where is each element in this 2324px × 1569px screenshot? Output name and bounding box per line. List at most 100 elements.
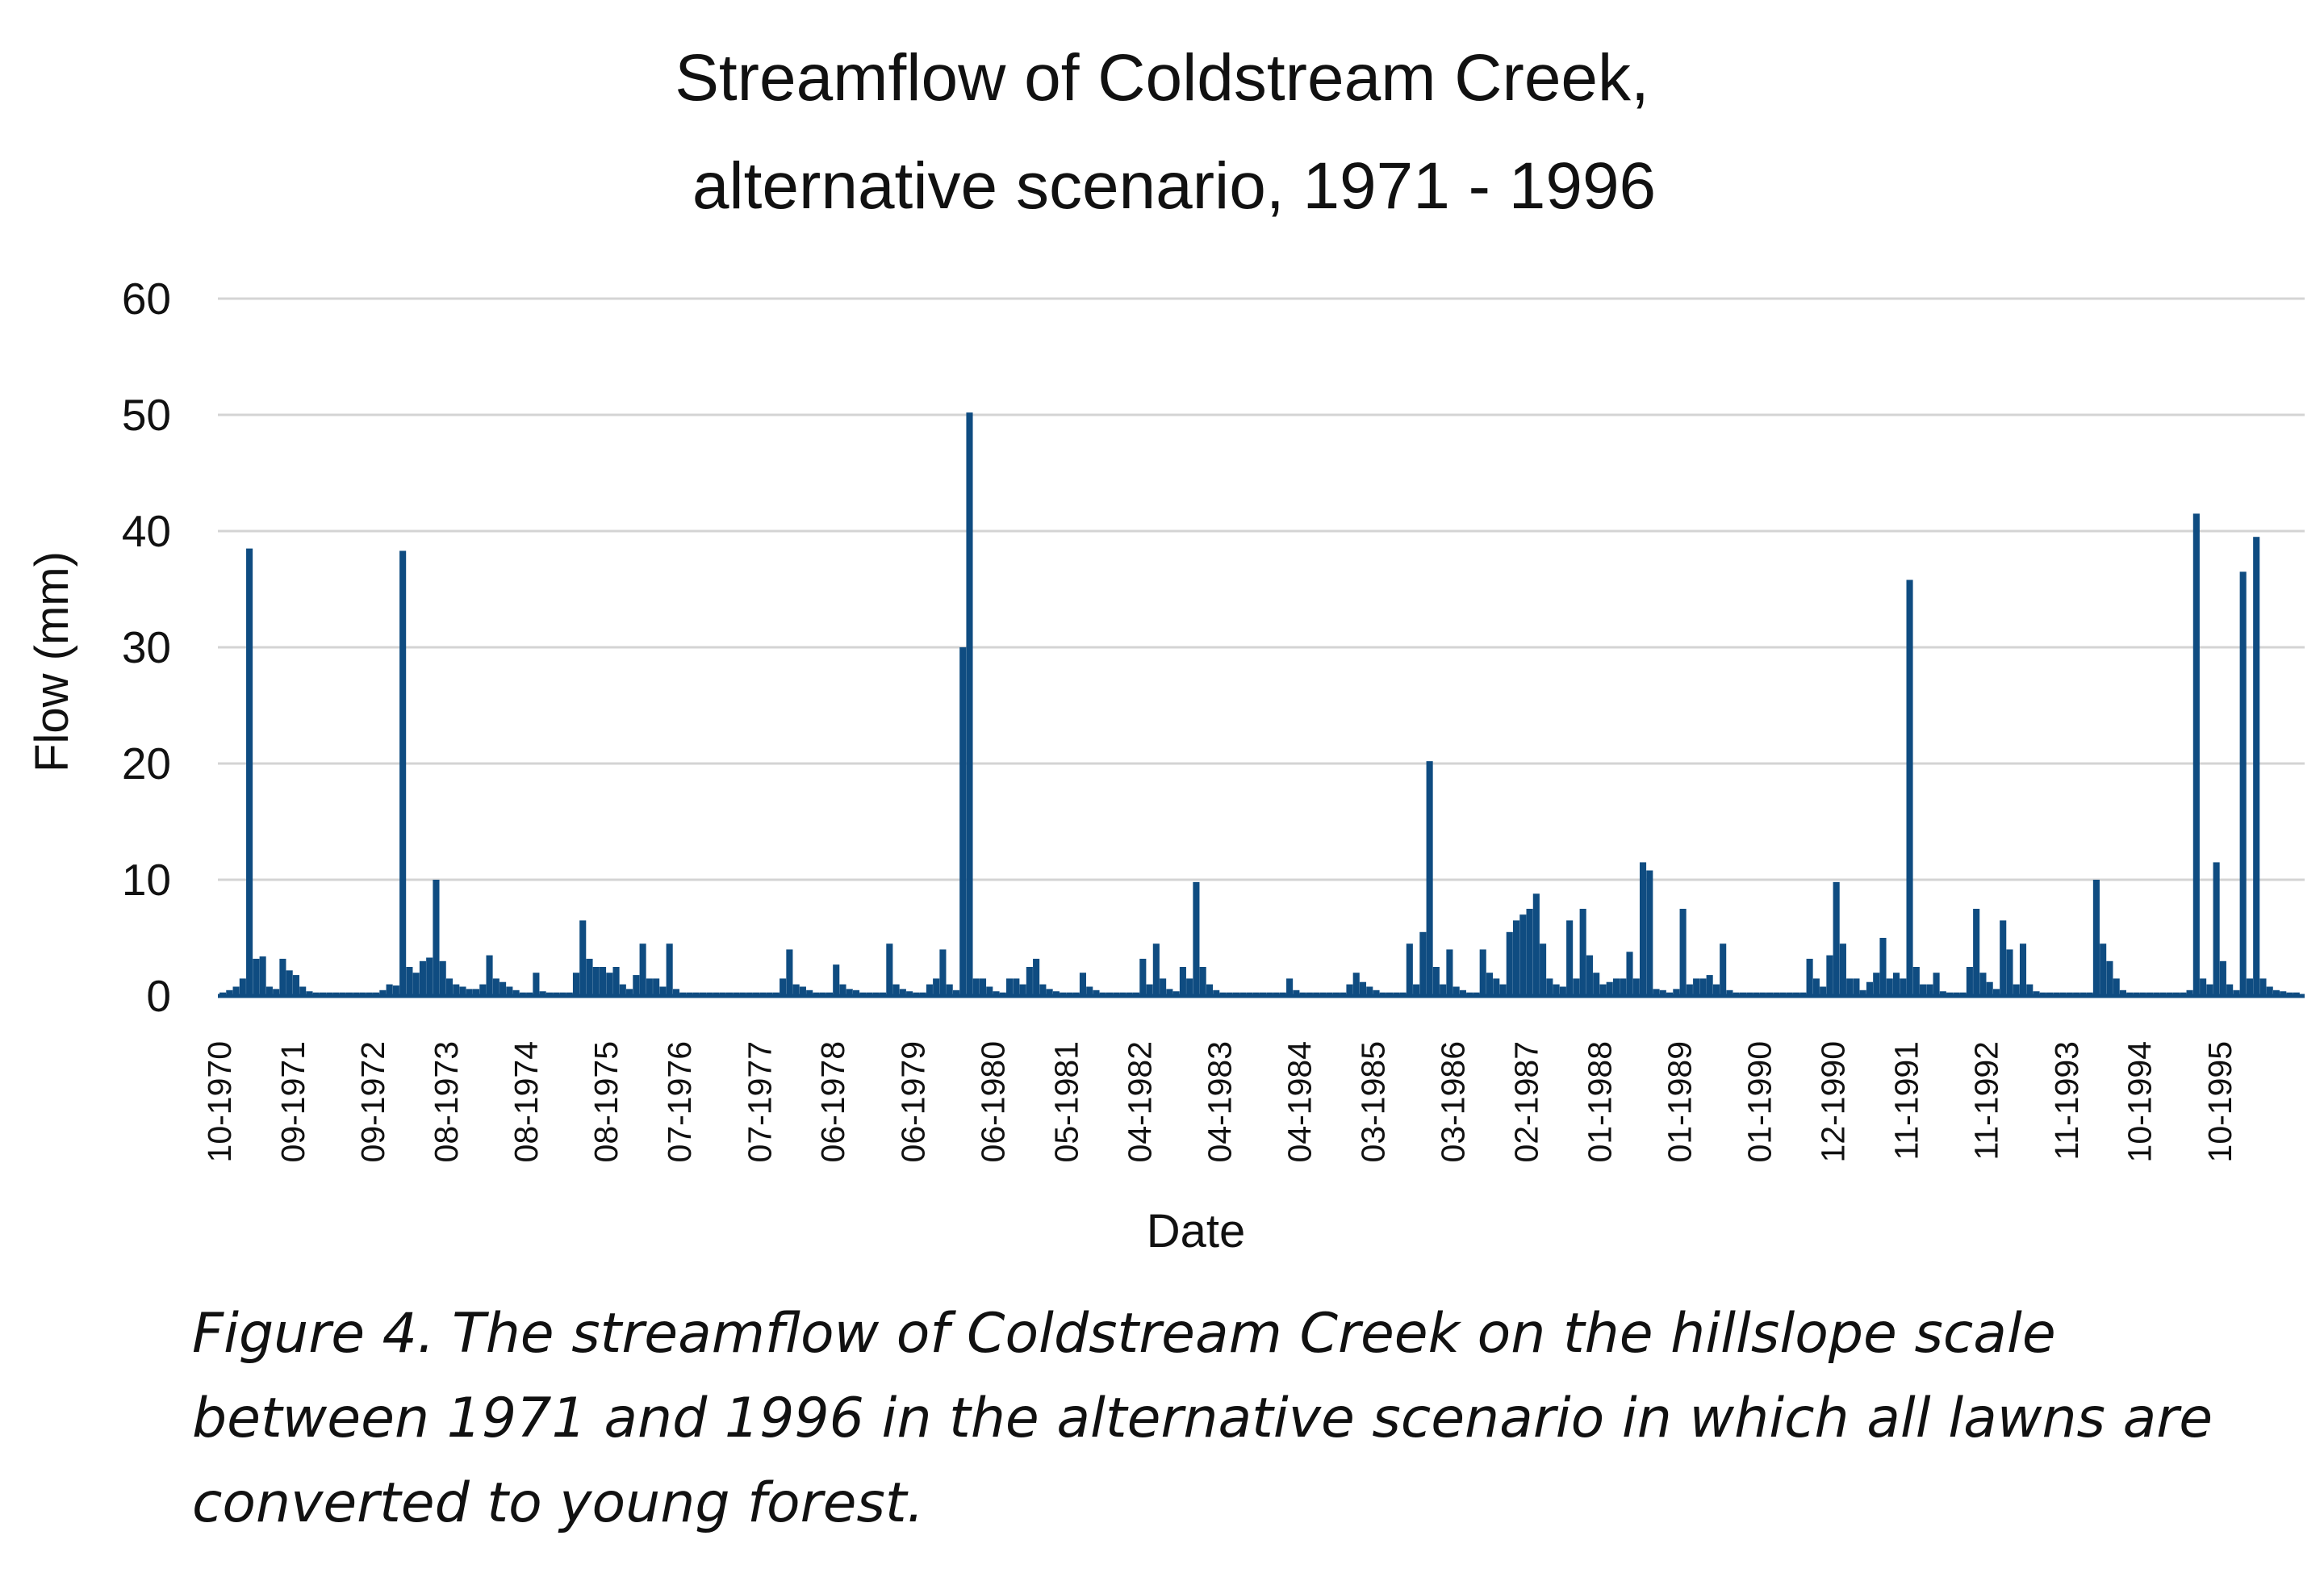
y-tick-label: 40 xyxy=(122,506,171,556)
bar-1987-08 xyxy=(1566,920,1574,996)
bar-1971-07 xyxy=(279,958,286,996)
bar-1984-12 xyxy=(1352,973,1360,996)
bar-1970-12 xyxy=(232,986,240,996)
bar-1994-04 xyxy=(2100,943,2107,996)
bar-1984-02 xyxy=(1286,978,1294,996)
bar-1973-06 xyxy=(433,880,440,996)
y-tick-label: 60 xyxy=(122,274,171,324)
bar-1979-10 xyxy=(939,949,947,996)
bar-1971-08 xyxy=(286,970,293,996)
bar-1995-06 xyxy=(2192,513,2200,996)
bar-1979-11 xyxy=(946,984,953,996)
bar-1975-10 xyxy=(619,984,626,996)
bar-1989-03 xyxy=(1693,978,1700,996)
x-tick-label: 05-1981 xyxy=(1047,1041,1085,1162)
bar-1981-07 xyxy=(1079,973,1086,996)
bar-1996-01 xyxy=(2239,571,2247,996)
bar-1985-11 xyxy=(1426,761,1433,996)
bar-1983-01 xyxy=(1199,967,1206,996)
x-axis-label: Date xyxy=(1147,1205,1246,1257)
bar-1979-03 xyxy=(892,984,900,996)
bar-1976-02 xyxy=(646,978,653,996)
bar-1979-08 xyxy=(926,984,933,996)
bar-1994-07 xyxy=(2119,990,2126,996)
bar-1992-03 xyxy=(1933,973,1940,996)
bar-1995-12 xyxy=(2233,990,2240,996)
bar-1986-03 xyxy=(1452,986,1460,996)
bar-1974-05 xyxy=(506,986,513,996)
x-tick-label: 03-1986 xyxy=(1435,1041,1472,1162)
bar-1988-12 xyxy=(1673,989,1680,996)
bar-1975-03 xyxy=(572,973,580,996)
x-tick-label: 09-1971 xyxy=(274,1041,311,1162)
bar-1992-08 xyxy=(1966,967,1973,996)
y-tick-label: 50 xyxy=(122,390,171,440)
bar-1971-04 xyxy=(259,956,266,996)
bar-1988-02 xyxy=(1606,981,1613,996)
bar-1986-02 xyxy=(1446,949,1453,996)
bar-1996-05 xyxy=(2266,986,2273,996)
bar-1980-05 xyxy=(986,986,993,996)
x-tick-label: 07-1976 xyxy=(661,1041,698,1162)
bar-1988-05 xyxy=(1626,952,1633,996)
bar-1995-08 xyxy=(2206,984,2213,996)
bar-1971-10 xyxy=(299,986,307,996)
bar-1974-04 xyxy=(499,981,507,996)
bar-1989-08 xyxy=(1726,990,1733,996)
figure-caption: Figure 4. The streamflow of Coldstream C… xyxy=(192,1302,2213,1535)
x-tick-label: 02-1987 xyxy=(1508,1041,1545,1162)
bar-1987-05 xyxy=(1546,978,1553,996)
x-tick-label: 06-1980 xyxy=(974,1041,1011,1162)
bar-1979-04 xyxy=(899,989,906,996)
x-tick-label: 12-1990 xyxy=(1815,1041,1852,1162)
bar-1979-12 xyxy=(952,990,960,996)
x-tick-label: 07-1977 xyxy=(741,1041,778,1162)
bar-1996-04 xyxy=(2259,978,2267,996)
bar-1971-11 xyxy=(306,991,313,996)
bar-1987-10 xyxy=(1579,909,1586,996)
bar-1973-09 xyxy=(453,984,460,996)
bar-1981-09 xyxy=(1093,990,1100,996)
bar-1972-12 xyxy=(392,985,399,996)
bar-1973-05 xyxy=(426,957,433,996)
bar-1986-09 xyxy=(1493,978,1500,996)
bar-1992-11 xyxy=(1986,981,1993,996)
bar-1978-09 xyxy=(852,990,860,996)
bar-1975-06 xyxy=(592,967,600,996)
bar-1982-07 xyxy=(1160,978,1167,996)
bar-1991-08 xyxy=(1886,978,1893,996)
bar-1979-02 xyxy=(886,943,893,996)
bar-1986-01 xyxy=(1440,984,1447,996)
bar-1973-04 xyxy=(419,960,426,996)
bar-1986-04 xyxy=(1459,990,1466,996)
bar-1973-08 xyxy=(445,978,454,996)
bar-1974-01 xyxy=(479,984,487,996)
bar-1980-02 xyxy=(966,412,973,996)
bar-1974-10 xyxy=(539,991,546,996)
x-tick-label: 10-1994 xyxy=(2121,1041,2159,1162)
bar-1987-09 xyxy=(1573,978,1580,996)
bar-1996-06 xyxy=(2272,990,2280,996)
y-tick-label: 20 xyxy=(122,738,171,789)
bar-1982-12 xyxy=(1193,881,1200,996)
bar-1985-10 xyxy=(1419,931,1427,996)
x-tick-label: 01-1989 xyxy=(1661,1041,1699,1162)
y-tick-label: 10 xyxy=(122,855,171,905)
bar-1977-10 xyxy=(780,978,787,996)
bar-1987-07 xyxy=(1559,986,1566,996)
bar-1995-05 xyxy=(2186,990,2193,996)
bar-1978-01 xyxy=(799,986,806,996)
bar-1975-09 xyxy=(612,967,620,996)
bar-1980-11 xyxy=(1026,967,1033,996)
bar-1991-11 xyxy=(1906,579,1913,996)
bar-1981-01 xyxy=(1039,984,1047,996)
bar-1990-09 xyxy=(1812,978,1820,996)
x-axis-ticks: 10-1970 09-1971 09-1972 08-1973 08-1974 08-19… xyxy=(201,1041,2238,1162)
bar-1981-03 xyxy=(1052,991,1060,996)
bar-1993-05 xyxy=(2026,984,2034,996)
x-tick-label: 09-1972 xyxy=(354,1041,391,1162)
bar-1975-08 xyxy=(606,973,613,996)
bar-1989-04 xyxy=(1699,978,1707,996)
bar-1980-03 xyxy=(972,978,980,996)
chart-title-line-1: Streamflow of Coldstream Creek, xyxy=(675,41,1649,115)
